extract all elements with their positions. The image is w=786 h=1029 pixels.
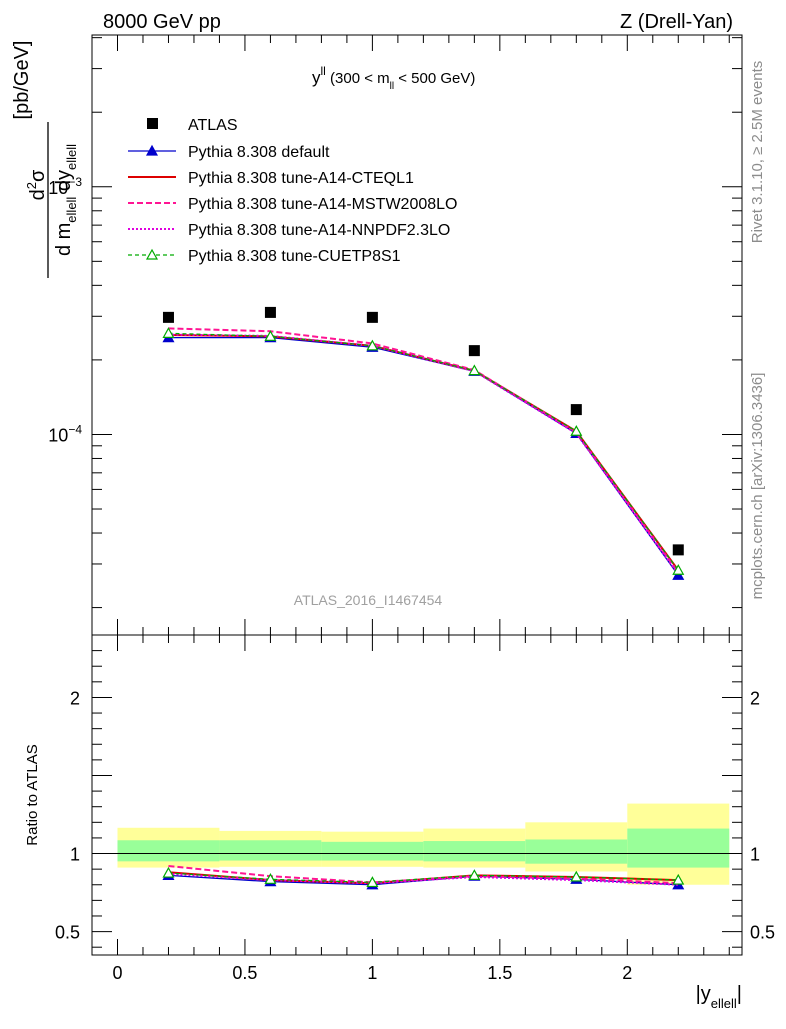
plot-title-sup: ll: [321, 64, 326, 78]
plot-title-range-open: (300 < m: [326, 70, 390, 87]
y-label-numerator: d2σ: [24, 169, 49, 200]
plot-title-range-close: < 500 GeV): [394, 70, 475, 87]
atlas-data-point: [366, 311, 378, 323]
ratio-stat-uncertainty-band: [321, 841, 424, 861]
ratio-stat-uncertainty-band: [219, 840, 322, 861]
atlas-data-point: [162, 311, 174, 323]
legend: ATLAS Pythia 8.308 default Pythia 8.308 t…: [128, 117, 457, 265]
series-line-2: [168, 327, 680, 573]
ratio-tick-label-left: 0.5: [55, 923, 80, 943]
x-axis-label: |yellell|: [696, 983, 742, 1011]
legend-marker-0: [145, 144, 159, 156]
top-series: [162, 327, 685, 580]
legend-marker-4: [145, 248, 159, 260]
ratio-marker-4: [570, 870, 583, 882]
legend-atlas-marker: [147, 118, 158, 129]
ratio-uncertainty-bands: [117, 803, 730, 885]
ratio-stat-uncertainty-band: [525, 839, 628, 864]
axis-ticks: [92, 35, 742, 955]
legend-label-2: Pythia 8.308 tune-A14-MSTW2008LO: [188, 196, 457, 213]
ratio-stat-uncertainty-band: [627, 828, 730, 868]
series-marker-4: [366, 339, 379, 351]
x-tick-label: 0: [112, 963, 122, 983]
axis-tick-labels: 0 0.5 1 1.5 2 10−3 10−4 2 2 1 1 0.5 0.5: [48, 175, 775, 983]
ratio-marker-4: [162, 866, 175, 878]
series-marker-4: [162, 327, 175, 338]
plot-title-main: y: [312, 68, 321, 87]
y-label-denominator: d mellell dyellell: [53, 144, 79, 256]
ratio-tick-label-right: 1: [750, 845, 760, 865]
plot-title-range-sub: ll: [390, 81, 394, 92]
top-y-axis-label: d2σ d mellell dyellell [pb/GeV]: [11, 41, 79, 278]
header-right-label: Z (Drell-Yan): [620, 11, 733, 33]
atlas-data-point: [264, 306, 276, 318]
ratio-marker-4: [468, 869, 481, 880]
x-tick-label: 2: [622, 963, 632, 983]
mcplots-label: mcplots.cern.ch [arXiv:1306.3436]: [749, 373, 766, 600]
legend-label-4: Pythia 8.308 tune-CUETP8S1: [188, 248, 401, 265]
atlas-data-point: [570, 404, 582, 416]
ratio-line-3: [168, 872, 679, 886]
ratio-tick-label-left: 2: [70, 688, 80, 708]
x-tick-label: 1.5: [487, 963, 512, 983]
atlas-data-point: [672, 544, 684, 556]
series-line-4: [168, 332, 679, 571]
ratio-marker-4: [672, 873, 685, 885]
ratio-stat-uncertainty-band: [423, 841, 526, 862]
header-left-label: 8000 GeV pp: [103, 11, 221, 33]
ratio-marker-4: [264, 873, 277, 884]
y-label-units: [pb/GeV]: [11, 41, 33, 120]
ratio-tick-label-right: 2: [750, 688, 760, 708]
y-tick-label-top: 10−3: [48, 175, 82, 198]
ratio-series: [162, 865, 685, 890]
atlas-data-points: [162, 306, 684, 556]
plot-title: yll (300 < mll < 500 GeV): [312, 64, 475, 92]
ratio-tick-label-left: 1: [70, 845, 80, 865]
ratio-line-4: [168, 872, 679, 884]
ratio-y-axis-label: Ratio to ATLAS: [24, 744, 41, 845]
series-marker-4: [468, 364, 481, 376]
x-tick-label: 0.5: [232, 963, 257, 983]
rivet-version-label: Rivet 3.1.10, ≥ 2.5M events: [749, 61, 766, 244]
ratio-stat-uncertainty-band: [117, 840, 220, 862]
series-marker-4: [570, 425, 583, 436]
ratio-tick-label-right: 0.5: [750, 923, 775, 943]
series-marker-4: [264, 330, 277, 341]
analysis-watermark: ATLAS_2016_I1467454: [294, 592, 443, 608]
ratio-panel-frame: [91, 634, 743, 956]
atlas-data-point: [468, 345, 480, 357]
legend-atlas-label: ATLAS: [188, 117, 238, 134]
legend-label-3: Pythia 8.308 tune-A14-NNPDF2.3LO: [188, 222, 450, 239]
y-tick-label-top: 10−4: [48, 422, 82, 445]
legend-label-1: Pythia 8.308 tune-A14-CTEQL1: [188, 170, 414, 187]
legend-label-0: Pythia 8.308 default: [188, 144, 330, 161]
x-tick-label: 1: [367, 963, 377, 983]
ratio-marker-4: [366, 876, 379, 888]
series-marker-4: [672, 564, 685, 575]
